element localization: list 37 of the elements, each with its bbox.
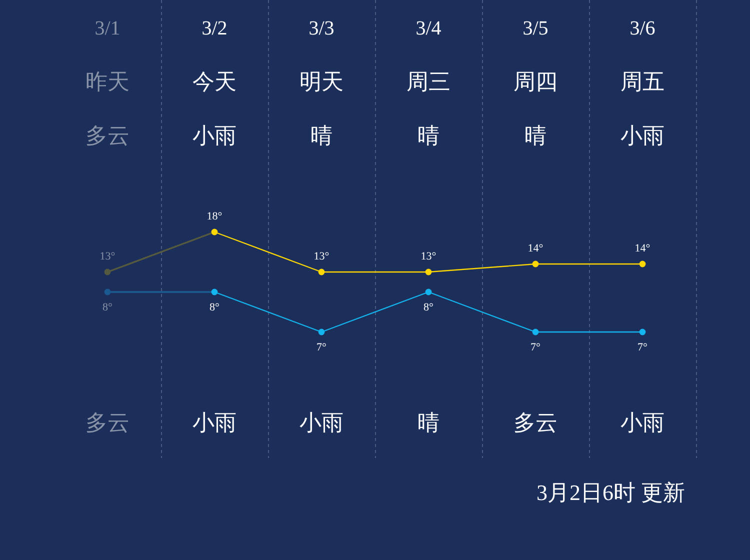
data-label: 7° bbox=[638, 342, 648, 354]
text: 明天 bbox=[300, 69, 344, 94]
text: 多云 bbox=[86, 410, 130, 436]
text: 小雨 bbox=[192, 410, 236, 436]
x-tick-label: 3/1 bbox=[94, 18, 120, 40]
text: 今天 bbox=[192, 69, 236, 94]
text: 多云 bbox=[514, 410, 558, 436]
data-label: 8° bbox=[424, 302, 434, 314]
data-label: 18° bbox=[206, 210, 222, 223]
x-tick-label: 3/2 bbox=[202, 18, 228, 40]
text: 多云 bbox=[86, 123, 130, 148]
text: 小雨 bbox=[192, 123, 236, 148]
text: 小雨 bbox=[620, 123, 664, 148]
text: 周五 bbox=[620, 69, 664, 94]
text: 晴 bbox=[524, 123, 546, 148]
x-tick-label: 3/4 bbox=[416, 18, 442, 40]
x-tick-label: 3/6 bbox=[630, 18, 656, 40]
data-label: 13° bbox=[314, 250, 330, 263]
data-label: 8° bbox=[210, 302, 220, 314]
text: 晴 bbox=[418, 410, 440, 436]
data-label: 7° bbox=[316, 342, 326, 354]
data-label: 7° bbox=[530, 342, 540, 354]
x-tick-label: 3/5 bbox=[522, 18, 548, 40]
data-label: 13° bbox=[420, 250, 436, 263]
data-label: 13° bbox=[100, 250, 116, 263]
text: 小雨 bbox=[620, 410, 664, 436]
text: 小雨 bbox=[300, 410, 344, 436]
text: 周三 bbox=[406, 69, 450, 94]
data-label: 14° bbox=[528, 242, 544, 255]
text: 晴 bbox=[418, 123, 440, 148]
text: 3月2日6时 更新 bbox=[536, 480, 685, 506]
text: 晴 bbox=[310, 123, 332, 148]
text: 昨天 bbox=[86, 69, 130, 94]
data-label: 14° bbox=[634, 242, 650, 255]
x-tick-label: 3/3 bbox=[308, 18, 334, 40]
text: 周四 bbox=[514, 69, 558, 94]
data-label: 8° bbox=[102, 302, 112, 314]
